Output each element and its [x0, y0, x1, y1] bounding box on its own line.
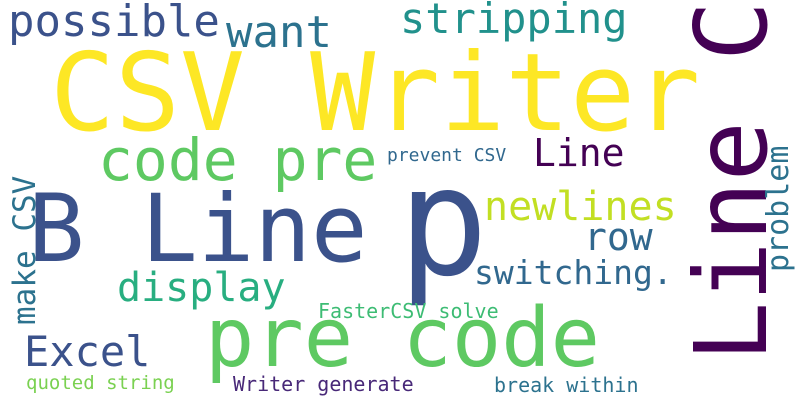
word-break-within: break within	[494, 375, 639, 395]
word-display: display	[117, 268, 286, 308]
word-possible: possible	[8, 0, 220, 44]
word-fastercsv-solve: FasterCSV solve	[318, 301, 499, 321]
word-prevent-csv: prevent CSV	[387, 147, 506, 165]
word-writer-generate: Writer generate	[233, 374, 414, 394]
word-switching: switching.	[474, 256, 673, 289]
word-quoted-string: quoted string	[26, 374, 175, 393]
word-excel: Excel	[24, 331, 150, 373]
word-make-csv: make CSV	[10, 176, 41, 325]
word-code-pre: code pre	[98, 131, 377, 189]
word-row: row	[584, 218, 653, 256]
word-line: Line	[533, 134, 625, 172]
word-stripping: stripping	[400, 0, 628, 40]
word-problem: problem	[764, 146, 794, 272]
word-want: want	[226, 11, 332, 55]
word-b-line: B Line	[28, 183, 368, 277]
